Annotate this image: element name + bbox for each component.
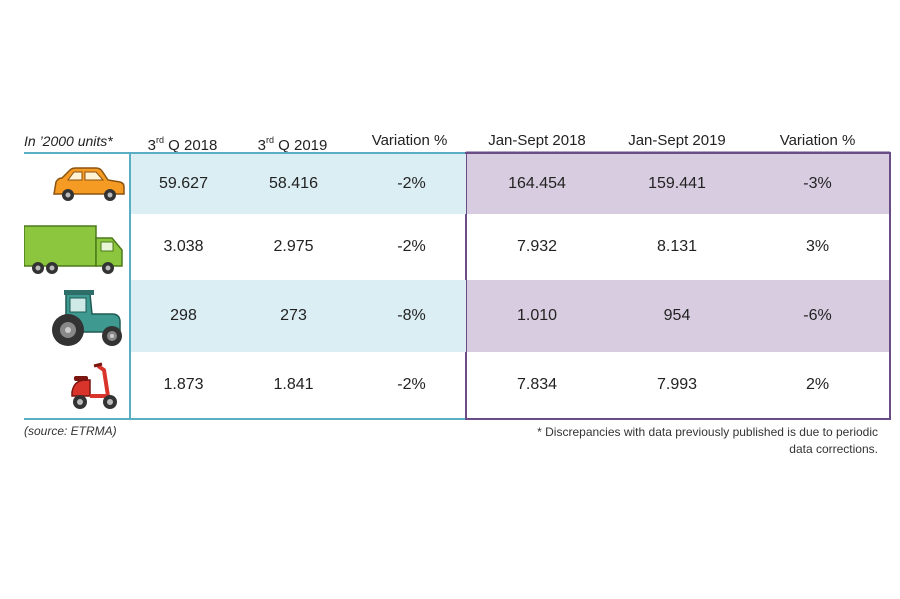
table-cell: -2%: [397, 175, 426, 192]
table-cell: 2.975: [273, 238, 314, 255]
table-cell: 7.834: [516, 376, 558, 393]
table-row: 298 273 -8% 1.010 954 -6%: [24, 280, 890, 352]
column-header-rest: Q 2018: [163, 137, 218, 154]
column-header-sup: rd: [155, 135, 164, 145]
table-cell: -6%: [803, 307, 832, 324]
table-cell: 3.038: [163, 238, 204, 255]
truck-icon: [24, 225, 123, 274]
table-cell: -2%: [397, 238, 426, 255]
column-header-rest: Q 2019: [273, 137, 328, 154]
table-cell: -3%: [803, 175, 832, 192]
footnote: * Discrepancies with data previously pub…: [440, 424, 878, 458]
table-cell: 273: [280, 307, 307, 324]
column-header-sup: rd: [265, 135, 274, 145]
table-cell: 164.454: [508, 175, 566, 192]
table-row: 59.627 58.416 -2% 164.454 159.441 -3%: [24, 154, 890, 214]
table-cell: -2%: [397, 376, 426, 393]
column-header-variation-ytd: Variation %: [779, 132, 856, 149]
column-header-base: 3: [147, 137, 156, 154]
table-cell: 1.873: [163, 376, 204, 393]
row-band-q3: [131, 154, 466, 214]
row-band-ytd: [467, 280, 889, 352]
car-icon: [53, 167, 125, 201]
table-cell: 8.131: [656, 238, 698, 255]
tractor-icon: [52, 290, 122, 346]
column-header-q3-2019: 3rd Q 2019: [240, 128, 345, 154]
row-band-q3: [131, 280, 466, 352]
table-cell: 3%: [805, 238, 830, 255]
source-note: (source: ETRMA): [24, 424, 117, 438]
row-band-ytd: [467, 154, 889, 214]
table-cell: 59.627: [159, 175, 208, 192]
column-header-base: 3: [257, 137, 266, 154]
footnote-line: * Discrepancies with data previously pub…: [537, 425, 878, 439]
table-row: 1.873 1.841 -2% 7.834 7.993 2%: [24, 352, 890, 418]
column-header-q3-2018: 3rd Q 2018: [130, 128, 235, 154]
column-header-variation-q3: Variation %: [371, 132, 448, 149]
table-cell: 159.441: [648, 175, 706, 192]
table-cell: 298: [170, 307, 197, 324]
table-cell: 1.010: [516, 307, 558, 324]
column-header-jan-sept-2018: Jan-Sept 2018: [488, 132, 586, 149]
table-cell: 2%: [805, 376, 830, 393]
table-cell: 954: [663, 307, 691, 324]
table-cell: 58.416: [269, 175, 318, 192]
column-header-jan-sept-2019: Jan-Sept 2019: [628, 132, 726, 149]
scooter-icon: [71, 362, 117, 409]
footnote-line: data corrections.: [789, 442, 878, 456]
table-cell: 1.841: [273, 376, 314, 393]
table-row: 3.038 2.975 -2% 7.932 8.131 3%: [24, 214, 890, 280]
table-cell: -8%: [397, 307, 426, 324]
table-cell: 7.932: [516, 238, 558, 255]
table-cell: 7.993: [656, 376, 698, 393]
units-label: In ’2000 units*: [24, 133, 113, 149]
